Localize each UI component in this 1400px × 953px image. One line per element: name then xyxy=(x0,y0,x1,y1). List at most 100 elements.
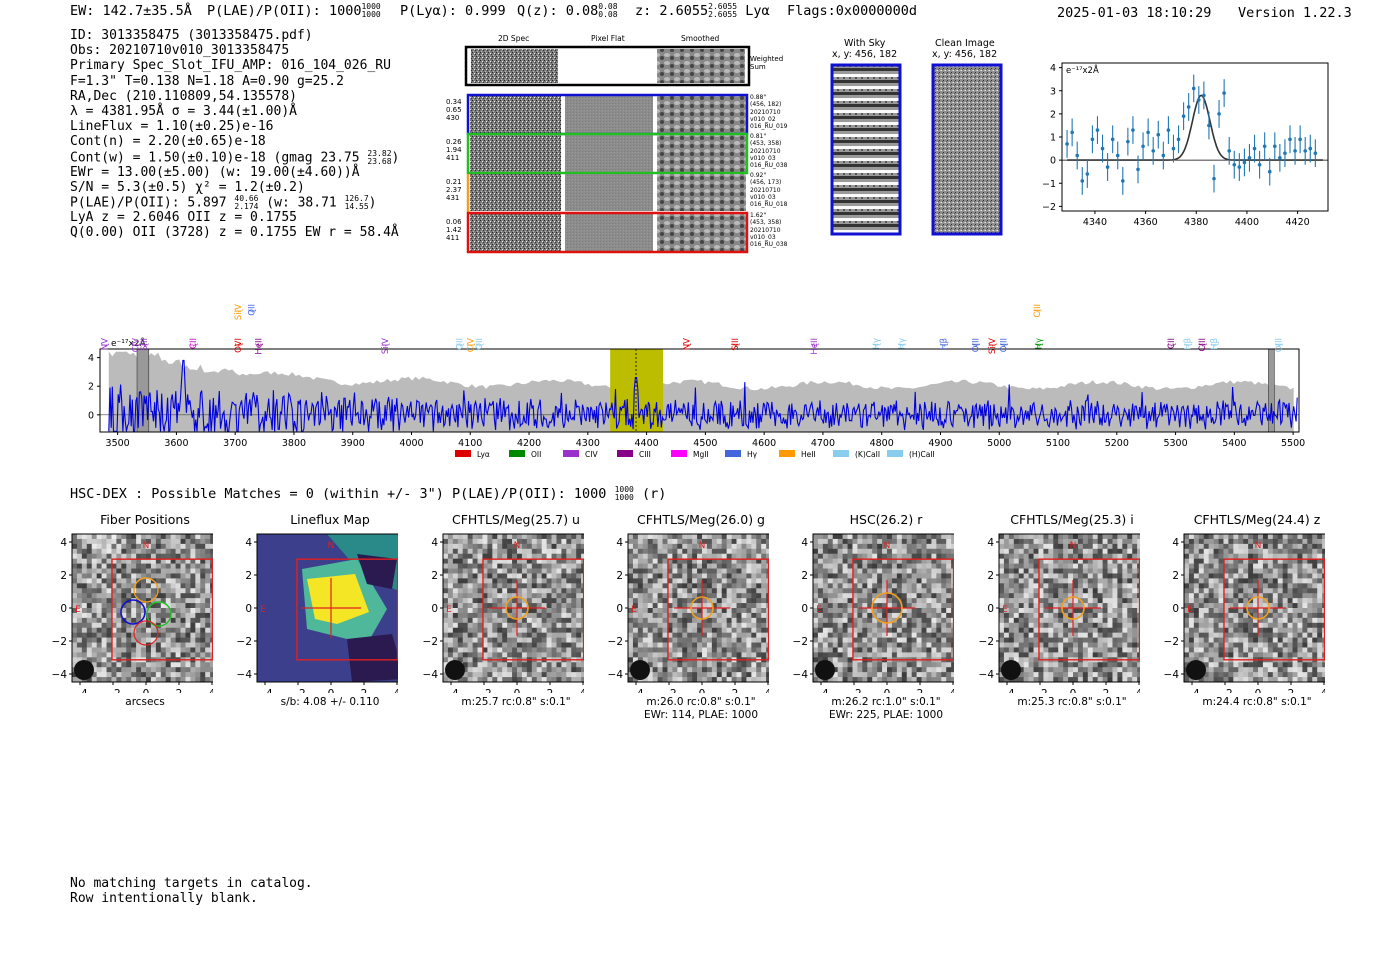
tile-pixel xyxy=(91,553,97,559)
tile-pixel xyxy=(682,563,688,569)
tile-pixel xyxy=(566,538,572,545)
tile-pixel xyxy=(566,593,572,599)
tile-pixel xyxy=(999,558,1005,564)
tile-pixel xyxy=(86,593,93,599)
tile-caption-line-2: EWr: 225, PLAE: 1000 xyxy=(828,709,944,721)
zoom-data-point xyxy=(1121,179,1125,183)
tile-pixel xyxy=(936,667,942,673)
tile-pixel xyxy=(566,667,572,673)
tile-pixel xyxy=(160,612,167,619)
tile-ytick-label: 0 xyxy=(60,603,67,615)
tile-pixel xyxy=(1102,548,1108,555)
tile-pixel xyxy=(931,568,937,574)
tile-pixel xyxy=(642,667,649,673)
tile-pixel xyxy=(662,657,668,663)
tile-pixel xyxy=(647,637,653,643)
tile-pixel xyxy=(736,568,742,574)
tile-pixel xyxy=(1008,647,1015,653)
tile-pixel xyxy=(901,662,908,668)
tile-pixel xyxy=(1048,608,1054,614)
tile-pixel xyxy=(667,627,673,633)
zoom-data-point xyxy=(1090,137,1095,142)
detection-aperture xyxy=(871,592,903,624)
tile-pixel xyxy=(541,637,547,643)
tile-pixel xyxy=(576,627,582,633)
tile-pixel xyxy=(96,543,102,550)
tile-pixel xyxy=(916,652,922,658)
tile-pixel xyxy=(541,672,547,678)
tile-pixel xyxy=(697,558,703,564)
tile-pixel xyxy=(101,662,107,668)
tile-pixel xyxy=(101,583,107,589)
tile-pixel xyxy=(687,642,693,648)
tile-pixel xyxy=(170,622,176,629)
tile-pixel xyxy=(121,588,127,594)
tile-pixel xyxy=(1073,548,1079,555)
tile-pixel xyxy=(556,622,562,629)
tile-pixel xyxy=(81,672,88,678)
tile-pixel xyxy=(1053,612,1059,619)
tile-pixel xyxy=(751,657,757,663)
tile-pixel xyxy=(106,558,112,564)
tile-pixel xyxy=(200,647,206,653)
tile-pixel xyxy=(1013,553,1020,559)
tile-pixel xyxy=(766,622,769,629)
tile-pixel xyxy=(185,662,191,668)
tile-pixel xyxy=(457,622,464,629)
tile-pixel xyxy=(637,538,644,545)
tile-pixel xyxy=(736,672,742,678)
tile-pixel xyxy=(566,622,572,629)
tile-pixel xyxy=(847,598,853,604)
tile-pixel xyxy=(497,534,503,540)
tile-pixel xyxy=(721,632,727,638)
tile-pixel xyxy=(736,534,742,540)
tile-pixel xyxy=(999,652,1005,658)
tile-pixel xyxy=(672,563,678,569)
tile-pixel xyxy=(862,558,868,564)
tile-pixel xyxy=(561,553,567,559)
tile-pixel xyxy=(896,652,903,658)
tile-pixel xyxy=(86,662,93,668)
tile-pixel xyxy=(472,652,478,658)
tile-pixel xyxy=(1097,603,1103,609)
tile-pixel xyxy=(1058,617,1064,624)
tile-pixel xyxy=(195,637,201,643)
tile-pixel xyxy=(951,612,954,619)
tile-pixel xyxy=(502,558,508,564)
tile-pixel xyxy=(576,672,582,678)
tile-pixel xyxy=(1028,588,1034,594)
tile-pixel xyxy=(116,642,122,648)
tile-pixel xyxy=(882,657,888,663)
tile-pixel xyxy=(116,637,122,643)
tile-pixel xyxy=(1073,612,1079,619)
tile-pixel xyxy=(837,593,843,599)
tile-pixel xyxy=(842,672,848,678)
tile-pixel xyxy=(628,627,634,633)
tile-pixel xyxy=(1038,642,1044,648)
tile-pixel xyxy=(487,647,493,653)
tile-ytick-label: −4 xyxy=(423,669,439,681)
tile-pixel xyxy=(526,553,533,559)
cutout-header-pixelflat: Pixel Flat xyxy=(591,34,625,43)
tile-pixel xyxy=(667,622,673,629)
tile-pixel xyxy=(106,548,112,555)
zoom-data-point xyxy=(1197,98,1201,102)
tile-caption-line-1: m:26.2 rc:1.0" s:0.1" xyxy=(831,696,941,708)
tile-pixel xyxy=(576,588,582,594)
tile-pixel xyxy=(687,588,693,594)
spectrum-ytick-label: 4 xyxy=(88,353,94,364)
tile-pixel xyxy=(746,627,752,633)
tile-pixel xyxy=(628,632,634,638)
tile-pixel xyxy=(91,627,97,633)
tile-pixel xyxy=(447,573,454,579)
header-qz-lo: 0.08 xyxy=(598,10,618,19)
tile-pixel xyxy=(1073,593,1079,599)
tile-pixel xyxy=(702,548,708,555)
cutout-row-3-right: 0.92" (456, 173) 20210710 v010_03 016_RU_018 xyxy=(750,172,788,209)
tile-pixel xyxy=(136,622,142,629)
zoom-ytick-label: 3 xyxy=(1050,86,1056,97)
tile-pixel xyxy=(526,583,533,589)
tile-pixel xyxy=(81,642,88,648)
tile-pixel xyxy=(200,538,206,545)
